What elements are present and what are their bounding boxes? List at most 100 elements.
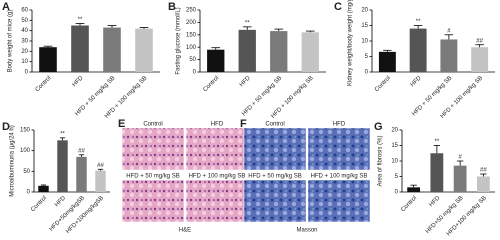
bar <box>135 28 153 73</box>
bar <box>407 187 421 192</box>
image-label: Control <box>265 122 284 128</box>
y-tick-label: 0 <box>365 70 369 76</box>
histology-image <box>185 179 249 223</box>
image-label: HFD + 100 mg/kg SB <box>311 174 368 180</box>
bar <box>95 170 106 192</box>
y-tick-label: 50 <box>189 57 196 63</box>
y-tick-label: 0 <box>25 70 29 76</box>
x-tick-label: Control <box>400 195 418 213</box>
bar <box>39 47 57 72</box>
bar <box>270 31 288 72</box>
y-axis-label: Microalbuminuria (μg/24 h) <box>10 125 16 196</box>
panel-letter: G <box>374 121 383 133</box>
y-tick-label: 50 <box>21 18 28 24</box>
y-tick-label: 250 <box>186 8 197 14</box>
y-tick-label: 15 <box>361 23 368 29</box>
y-tick-label: 15 <box>391 143 398 149</box>
y-tick-label: 100 <box>20 148 31 154</box>
bar <box>301 32 319 72</box>
bar <box>207 49 225 72</box>
y-tick-label: 20 <box>391 128 398 134</box>
significance: ## <box>480 168 487 174</box>
significance: ** <box>435 139 440 145</box>
stain-label: Masson <box>296 228 317 234</box>
y-tick-label: 100 <box>186 45 197 51</box>
y-axis-label: Body weight of mice (g) <box>8 10 14 73</box>
significance: ** <box>245 20 250 26</box>
histology-image <box>307 179 371 223</box>
y-tick-label: 0 <box>193 70 197 76</box>
significance: ## <box>78 148 85 154</box>
y-tick-label: 10 <box>21 59 28 65</box>
bar <box>38 185 49 192</box>
x-tick-label: HFD+100 mg/kg SB <box>446 195 488 236</box>
y-axis-label: Area of fibrosis (%) <box>378 135 384 186</box>
histology-image <box>243 127 307 171</box>
panel-letter: C <box>334 1 342 13</box>
significance: ** <box>60 131 65 137</box>
bar <box>430 153 444 192</box>
histology-image <box>243 179 307 223</box>
x-tick-label: HFD <box>54 195 67 208</box>
y-axis-label: Fasting glucose (mmol/L) <box>176 7 182 74</box>
bar <box>71 25 89 72</box>
histology-image <box>307 127 371 171</box>
bar <box>476 176 490 192</box>
y-tick-label: 10 <box>361 39 368 45</box>
y-tick-label: 150 <box>20 128 31 134</box>
x-tick-label: Control <box>202 75 220 93</box>
panel-letter: A <box>2 1 10 13</box>
image-label: HFD + 50 mg/kg SB <box>248 174 302 180</box>
bar <box>103 27 121 72</box>
histology-image <box>185 127 249 171</box>
bar <box>378 51 396 72</box>
panel-letter: D <box>2 121 10 133</box>
y-tick-label: 150 <box>186 32 197 38</box>
bar <box>440 39 458 72</box>
histology-image <box>121 127 185 171</box>
y-tick-label: 200 <box>186 20 197 26</box>
bar <box>453 165 467 192</box>
significance: ** <box>416 19 421 25</box>
y-tick-label: 30 <box>21 39 28 45</box>
image-label: Control <box>143 122 162 128</box>
x-tick-label: HFD <box>410 75 423 88</box>
y-axis-label: Kidney weight/body weight (mg/g) <box>348 0 354 86</box>
image-label: HFD + 50 mg/kg SB <box>126 174 180 180</box>
bar <box>76 156 87 192</box>
bar <box>57 140 68 192</box>
significance: # <box>458 155 462 161</box>
y-tick-label: 10 <box>391 159 398 165</box>
x-tick-label: HFD <box>72 75 85 88</box>
y-tick-label: 20 <box>21 49 28 55</box>
panel-letter: B <box>168 1 176 13</box>
y-tick-label: 5 <box>395 174 399 180</box>
y-tick-label: 50 <box>23 169 30 175</box>
y-tick-label: 5 <box>365 54 369 60</box>
image-label: HFD + 100 mg/kg SB <box>189 174 246 180</box>
bar <box>238 29 256 72</box>
bar <box>471 47 489 72</box>
x-tick-label: Control <box>374 75 392 93</box>
panel-letter: F <box>240 118 247 130</box>
image-label: HFD <box>333 122 346 128</box>
histology-image <box>121 179 185 223</box>
y-tick-label: 20 <box>361 8 368 14</box>
stain-label: H&E <box>179 228 191 234</box>
y-tick-label: 0 <box>27 190 31 196</box>
x-tick-label: HFD <box>428 195 441 208</box>
y-tick-label: 40 <box>21 28 28 34</box>
x-tick-label: HFD+50mg/kgSB <box>49 195 86 232</box>
x-tick-label: HFD+100mg/kgSB <box>65 195 105 235</box>
significance: ** <box>78 17 83 23</box>
x-tick-label: Control <box>30 195 48 213</box>
x-tick-label: Control <box>35 75 53 93</box>
panel-letter: E <box>118 118 125 130</box>
x-tick-label: HFD <box>239 75 252 88</box>
y-tick-label: 0 <box>395 190 399 196</box>
y-tick-label: 60 <box>21 8 28 14</box>
significance: ## <box>476 38 483 44</box>
image-label: HFD <box>211 122 224 128</box>
significance: # <box>447 28 451 34</box>
